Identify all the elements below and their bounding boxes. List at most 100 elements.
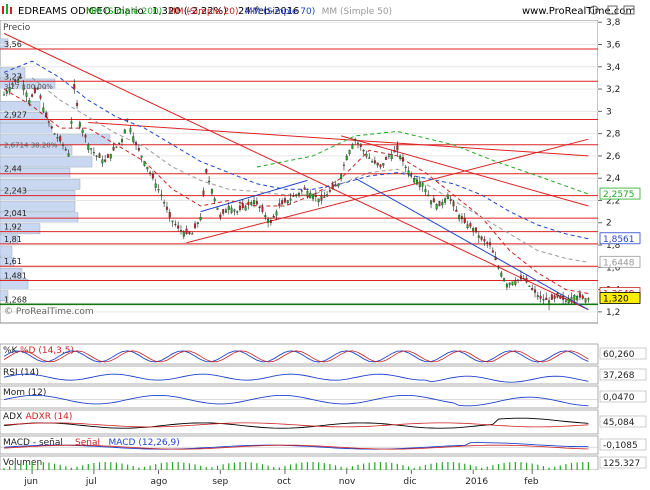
volume-bar [424, 464, 427, 470]
x-tick-label: dic [403, 477, 416, 487]
candle-body [351, 144, 354, 149]
ma-legend: MM (Simple 200) MM (Simple 20) MM (Simple … [86, 7, 392, 17]
candle-body [168, 212, 171, 218]
ma-series [3, 88, 589, 294]
indicator-label: Mom (12) [3, 388, 46, 398]
candle-body [11, 83, 14, 85]
indicator-label-2: %D (14,3,5) [20, 346, 74, 356]
candle-body [64, 149, 67, 151]
candle-body [137, 148, 140, 151]
candle-body [283, 198, 286, 203]
candle-body [458, 215, 461, 220]
volume-bar [391, 462, 393, 470]
legend-entry-2: MM (Simple 70) [245, 7, 315, 17]
profile-labels: 3,27 100.00% 2,6714 38.20% [4, 83, 58, 149]
candle-body [28, 100, 31, 104]
x-tick-label: ago [151, 477, 168, 487]
volume-bar [222, 464, 224, 470]
y-tick-label: 2,6 [606, 152, 621, 162]
y-tick-label: 3,2 [606, 85, 620, 95]
indicator-rsi: RSI (14) 37,268 [0, 365, 647, 385]
candle-body [292, 195, 295, 197]
candle-body [236, 211, 239, 213]
candle-body [576, 296, 579, 301]
candle-body [213, 198, 216, 202]
candle-body [570, 296, 573, 301]
volume-bar [436, 462, 438, 470]
candle-body [567, 298, 570, 304]
candle-body [76, 103, 79, 106]
candle-body [267, 218, 270, 223]
symbol-icon [2, 4, 12, 14]
candle-body [359, 144, 362, 147]
watermark: © ProRealTime.com [4, 307, 94, 317]
date-label: 24-feb-2016 [238, 6, 299, 17]
candle-body [449, 199, 452, 201]
indicator-frame [0, 455, 599, 471]
volume-bar [273, 467, 275, 470]
candle-body [87, 144, 90, 150]
candle-body [95, 155, 98, 157]
value-label-box [599, 187, 641, 200]
window-icon[interactable] [623, 5, 635, 15]
indicator-macd: MACD - señal Señal MACD (12,26,9) -0,1085 [0, 435, 647, 455]
candle-body [8, 87, 11, 92]
indicator-line [3, 417, 589, 429]
trend-line [3, 32, 589, 311]
volume-bar [520, 462, 522, 470]
volume-bar [14, 465, 16, 470]
search-icon[interactable] [589, 5, 599, 15]
level-label: 1,61 [4, 257, 22, 266]
symbol-name: EDREAMS ODIGEO [18, 6, 111, 17]
candle-body [460, 216, 463, 220]
indicator-value: 125.327 [603, 459, 640, 469]
indicator-frame [0, 409, 599, 435]
candle-body [227, 205, 230, 210]
candle-body [410, 173, 413, 175]
candle-body [444, 198, 447, 203]
volume-bar [503, 462, 505, 470]
candle-body [239, 205, 241, 210]
level-label: 2,243 [4, 187, 27, 196]
grid [0, 21, 598, 313]
volume-bar [48, 462, 50, 470]
x-tick-label: jun [23, 477, 38, 487]
volume-bar [582, 462, 584, 470]
candle-body [286, 200, 289, 204]
volume-bar [295, 463, 297, 470]
volume-bar [492, 465, 494, 470]
y-tick-label: 3,8 [606, 18, 621, 28]
price-panel [0, 19, 599, 324]
volume-bar [200, 465, 202, 470]
candle-body [278, 203, 281, 207]
candle-body [255, 201, 258, 205]
volume-bar [149, 465, 151, 470]
candle-body [550, 294, 553, 300]
settings-icons[interactable] [589, 5, 635, 15]
candle-body [441, 202, 444, 206]
candle-body [230, 207, 233, 213]
volume-bar [155, 464, 157, 470]
volume-bar [250, 462, 252, 470]
print-icon[interactable] [607, 5, 618, 15]
candle-body [22, 85, 25, 91]
candle-body [542, 299, 545, 301]
volume-profile-bar [0, 290, 9, 301]
candle-body [154, 183, 157, 188]
volume-bar [245, 462, 247, 470]
candle-body [463, 217, 466, 223]
volume-bar [413, 467, 415, 470]
candle-body [163, 202, 166, 204]
x-tick-label: 2016 [465, 477, 488, 487]
candle-body [112, 146, 115, 151]
volume-bar [497, 463, 500, 470]
level-label: 1,92 [4, 223, 22, 232]
candle-body [469, 223, 472, 227]
y-tick-label: 2,2 [606, 196, 620, 206]
volume-bar [525, 462, 528, 470]
volume-bar [127, 464, 129, 470]
candle-body [373, 160, 376, 164]
candle-body [534, 289, 536, 293]
